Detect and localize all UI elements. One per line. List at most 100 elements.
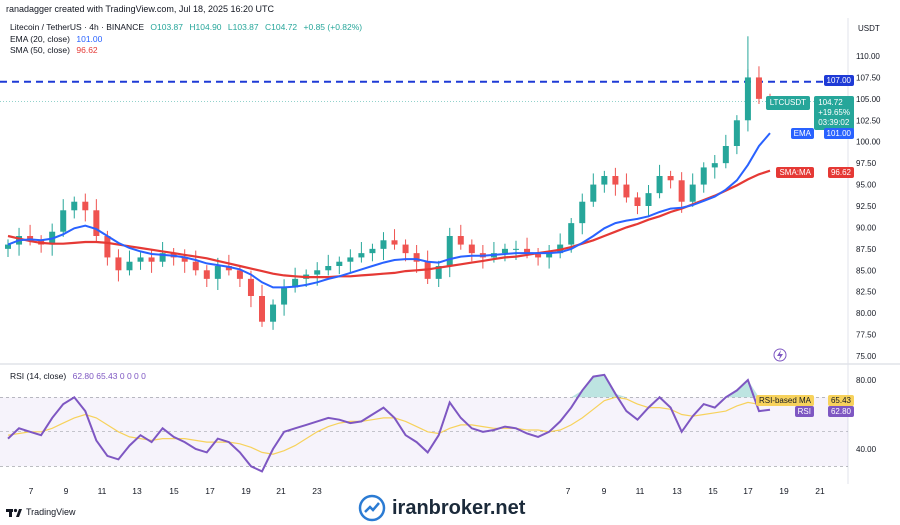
candle-body [513, 248, 519, 250]
symbol-name: Litecoin / TetherUS · 4h · BINANCE [10, 22, 145, 32]
ema-tag: 101.00 [823, 128, 854, 139]
candle-body [225, 266, 232, 271]
x-tick: 11 [636, 486, 645, 496]
ema-legend-value: 101.00 [76, 34, 103, 44]
candle-body [126, 261, 133, 271]
sma-legend[interactable]: SMA (50, close) 96.62 [10, 45, 98, 55]
watermark-icon [358, 494, 386, 522]
axis-text: 110.00 107.50 105.00 102.50 100.00 97.50 95.00… [29, 52, 881, 496]
candle-body [325, 266, 332, 271]
candle-body [546, 253, 553, 258]
price-tick: 97.50 [856, 159, 877, 168]
candle-body [722, 146, 729, 164]
candle-body [247, 278, 254, 296]
change-value: +0.85 (+0.82%) [303, 22, 363, 32]
candle-body [457, 236, 464, 245]
candle-body [678, 180, 685, 202]
price-tick: 85.00 [856, 266, 877, 275]
price-tick: 77.50 [856, 331, 877, 340]
candle-body [568, 223, 575, 245]
open-value: O103.87 [150, 22, 184, 32]
price-tick: 105.00 [856, 95, 881, 104]
candle-body [270, 304, 277, 322]
tradingview-icon [6, 508, 22, 517]
candle-body [27, 236, 34, 241]
rsi-ma-name-tag: RSI-based MA [755, 395, 814, 406]
level-tag: 107.00 [823, 75, 854, 86]
rsi-legend-values: 62.80 65.43 0 0 0 0 [72, 371, 146, 381]
last-price: 104.72 [818, 98, 843, 107]
candle-body [314, 270, 321, 275]
rsi-legend-label: RSI (14, close) [10, 371, 67, 381]
price-tick: 75.00 [856, 352, 877, 361]
price-tick: 92.50 [856, 202, 877, 211]
price-marks [0, 36, 848, 330]
sma-legend-label: SMA (50, close) [10, 45, 70, 55]
candle-body [755, 77, 762, 99]
candle-body [601, 176, 608, 185]
candle-body [104, 236, 111, 258]
ema-legend-label: EMA (20, close) [10, 34, 70, 44]
candle-body [203, 270, 210, 279]
candle-body [656, 176, 663, 194]
candle-body [380, 240, 387, 249]
rsi-pane [0, 396, 848, 467]
ema-tag-value: 101.00 [826, 129, 851, 138]
sma-tag: 96.62 [827, 167, 854, 178]
sma-legend-value: 96.62 [76, 45, 98, 55]
rsi-tag: 62.80 [827, 406, 854, 417]
ema-legend[interactable]: EMA (20, close) 101.00 [10, 34, 102, 44]
sma-name-tag: SMA:MA [776, 167, 814, 178]
candle-body [711, 163, 718, 168]
price-tick: 80.00 [856, 309, 877, 318]
candle-body [623, 184, 630, 198]
x-tick: 17 [205, 486, 215, 496]
ema-name-tag: EMA [790, 128, 814, 139]
candle-body [281, 287, 288, 305]
x-tick: 7 [29, 486, 34, 496]
candle-body [214, 266, 221, 279]
low-value: L103.87 [227, 22, 259, 32]
x-tick: 21 [815, 486, 825, 496]
rsi-tick: 80.00 [856, 376, 877, 385]
rsi-name-tag: RSI [794, 406, 814, 417]
price-tick: 110.00 [856, 52, 880, 61]
rsi-band [0, 397, 848, 467]
candle-body [236, 270, 243, 279]
candle-body [60, 210, 67, 232]
rsi-overbought-fill [571, 374, 759, 398]
x-tick: 15 [708, 486, 718, 496]
candle-body [181, 257, 188, 262]
price-tick: 95.00 [856, 181, 877, 190]
candle-body [292, 278, 299, 288]
change-pct: +19.65% [818, 108, 850, 117]
x-tick: 19 [779, 486, 789, 496]
watermark-text: iranbroker.net [392, 496, 526, 519]
candle-body [148, 257, 155, 262]
x-tick: 13 [672, 486, 682, 496]
candle-body [733, 120, 740, 146]
candle-body [634, 197, 641, 206]
lightning-icon[interactable] [773, 348, 787, 362]
candle-body [590, 184, 597, 202]
bar-countdown: 03:39:02 [818, 118, 850, 127]
candle-body [402, 244, 409, 254]
candle-body [468, 244, 475, 254]
candle-body [347, 257, 354, 262]
symbol-legend[interactable]: Litecoin / TetherUS · 4h · BINANCE O103.… [10, 22, 362, 32]
candle-body [689, 184, 696, 202]
high-value: H104.90 [189, 22, 222, 32]
x-tick: 19 [241, 486, 251, 496]
candle-body [667, 176, 674, 181]
rsi-legend[interactable]: RSI (14, close) 62.80 65.43 0 0 0 0 [10, 371, 146, 381]
price-tick: 82.50 [856, 288, 877, 297]
candle-body [159, 253, 166, 262]
candle-body [71, 201, 78, 211]
tradingview-logo[interactable]: TradingView [6, 507, 76, 517]
candle-body [336, 261, 343, 266]
candle-body [501, 248, 508, 254]
x-tick: 23 [312, 486, 322, 496]
candle-body [524, 248, 531, 254]
